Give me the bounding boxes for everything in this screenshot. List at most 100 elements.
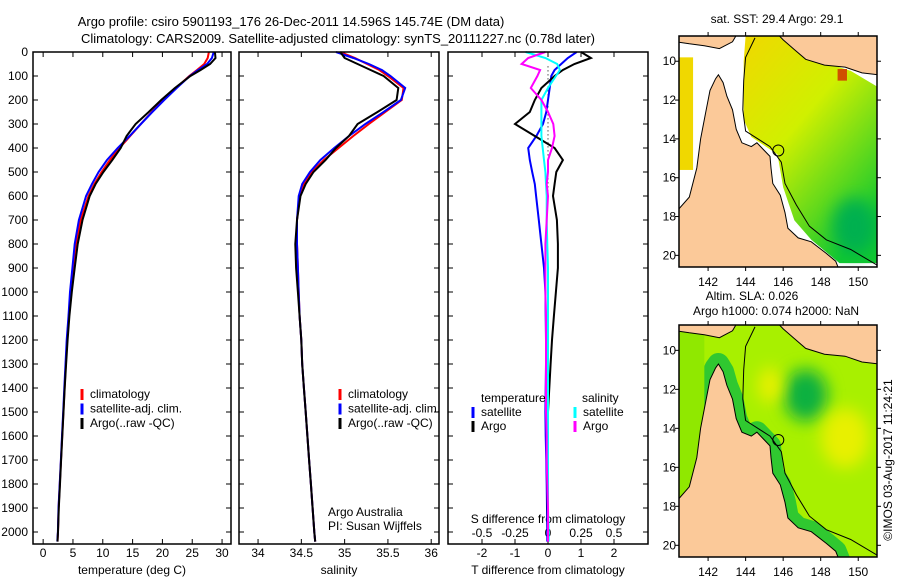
series-line-temperature-satellite: [527, 51, 578, 542]
legend-label: Argo: [481, 419, 507, 433]
lat-tick-label: 12: [663, 93, 677, 107]
map-frame: [678, 324, 878, 558]
legend-label: satellite-adj. clim.: [348, 402, 440, 416]
x-tick-label: -2: [477, 546, 488, 560]
sst-map: 142 144 146 148 150 10 12 14 16 18 20 sat. SST: 29.…: [663, 12, 881, 289]
y-tick-label: 1600: [1, 429, 28, 443]
y-tick-label: 1100: [2, 309, 28, 323]
lat-tick-label: 16: [663, 460, 677, 474]
x-tick-label: 1: [578, 546, 585, 560]
x-tick-label: 34: [251, 546, 265, 560]
s-tick-label: 0.25: [569, 526, 593, 540]
map-field: [679, 325, 877, 557]
sst-cool-area: [832, 198, 877, 255]
y-tick-label: 600: [8, 189, 28, 203]
map-title: sat. SST: 29.4 Argo: 29.1: [711, 12, 844, 26]
x-tick-label: 25: [186, 546, 200, 560]
lon-tick-label: 150: [848, 275, 868, 289]
isobath-line: [742, 326, 877, 556]
x-axis-label: salinity: [321, 563, 358, 577]
x-axis-label: temperature (deg C): [78, 563, 186, 577]
x-tick-label: 15: [126, 546, 140, 560]
lon-tick-label: 144: [736, 565, 756, 579]
y-tick-label: 100: [8, 69, 28, 83]
series-line-climatology: [56, 51, 210, 542]
y-tick-label: 400: [8, 141, 28, 155]
s-tick-label: 0.5: [606, 526, 623, 540]
lat-tick-label: 16: [663, 171, 677, 185]
lat-tick-label: 18: [663, 210, 677, 224]
y-tick-label: 1200: [1, 333, 28, 347]
lat-tick-label: 14: [663, 132, 677, 146]
title-line-1: Argo profile: csiro 5901193_176 26-Dec-2…: [78, 14, 505, 29]
sla-high-area: [821, 408, 870, 469]
x-tick-label: -1: [510, 546, 521, 560]
y-tick-label: 1000: [1, 285, 28, 299]
lon-tick-label: 148: [811, 275, 831, 289]
lat-tick-label: 10: [663, 54, 677, 68]
x-tick-label: 35.5: [376, 546, 400, 560]
legend-heading-temperature: temperature: [481, 391, 546, 405]
lon-tick-label: 146: [773, 275, 793, 289]
y-tick-label: 1800: [1, 477, 28, 491]
x-tick-label: 0: [40, 546, 47, 560]
x-tick-label: 0: [545, 546, 552, 560]
series-line-argo-raw-qc-: [294, 51, 400, 542]
lon-tick-label: 144: [736, 275, 756, 289]
land-area: [679, 36, 737, 50]
land-area: [679, 73, 839, 267]
x-tick-label: 10: [96, 546, 110, 560]
lat-tick-label: 10: [663, 343, 677, 357]
series-line-satellite-adj-clim-: [296, 51, 407, 542]
plot-frame: [238, 51, 440, 545]
land-area: [778, 325, 877, 365]
x-tick-label: 35: [338, 546, 352, 560]
argo-location-marker: [772, 144, 785, 157]
legend-label: satellite-adj. clim.: [90, 402, 182, 416]
x-tick-label: 34.5: [290, 546, 314, 560]
legend-heading-salinity: salinity: [582, 391, 619, 405]
lon-tick-label: 142: [698, 565, 718, 579]
lat-tick-label: 20: [663, 538, 677, 552]
sst-hotspot: [837, 69, 847, 81]
panel-3: -2 -1 0 1 2 T difference from climatology -0.5…: [447, 51, 649, 577]
isobath-line: [742, 37, 877, 266]
y-tick-label: 1900: [1, 501, 28, 515]
sst-field-west: [679, 57, 694, 170]
y-tick-label: 700: [8, 213, 28, 227]
x-tick-label: 5: [70, 546, 77, 560]
legend-label: satellite: [583, 405, 624, 419]
map-title: Altim. SLA: 0.026: [706, 289, 799, 303]
annotation: Argo Australia: [328, 505, 403, 519]
y-tick-label: 200: [8, 93, 28, 107]
legend-label: Argo: [583, 419, 609, 433]
y-tick-label: 800: [8, 237, 28, 251]
series-line-salinity-argo: [519, 51, 556, 542]
series-line-climatology: [296, 51, 405, 542]
land-area: [778, 36, 877, 76]
x-tick-label: 36: [425, 546, 439, 560]
sla-map: 142 144 146 148 150 10 12 14 16 18 20 Altim. SLA: 0…: [663, 289, 881, 579]
panel-1: 0 5 10 15 20 25 300100200300400500600700800900…: [1, 45, 232, 577]
lat-tick-label: 14: [663, 421, 677, 435]
lat-tick-label: 20: [663, 248, 677, 262]
y-tick-label: 900: [8, 261, 28, 275]
land-area: [679, 363, 839, 557]
s-tick-label: -0.25: [501, 526, 529, 540]
y-tick-label: 500: [8, 165, 28, 179]
land-area: [679, 325, 737, 339]
legend-label: Argo(..raw -QC): [348, 416, 433, 430]
y-tick-label: 1700: [1, 453, 28, 467]
title-line-2: Climatology: CARS2009. Satellite-adjuste…: [81, 31, 595, 46]
x-tick-label: 20: [156, 546, 170, 560]
map-title: Argo h1000: 0.074 h2000: NaN: [693, 304, 859, 318]
argo-location-marker: [772, 433, 785, 446]
y-tick-label: 1400: [1, 381, 28, 395]
plot-frame: [32, 51, 232, 545]
x-tick-label: 2: [611, 546, 618, 560]
lon-tick-label: 148: [811, 565, 831, 579]
y-tick-label: 1500: [1, 405, 28, 419]
lat-tick-label: 18: [663, 499, 677, 513]
y-tick-label: 0: [21, 45, 28, 59]
